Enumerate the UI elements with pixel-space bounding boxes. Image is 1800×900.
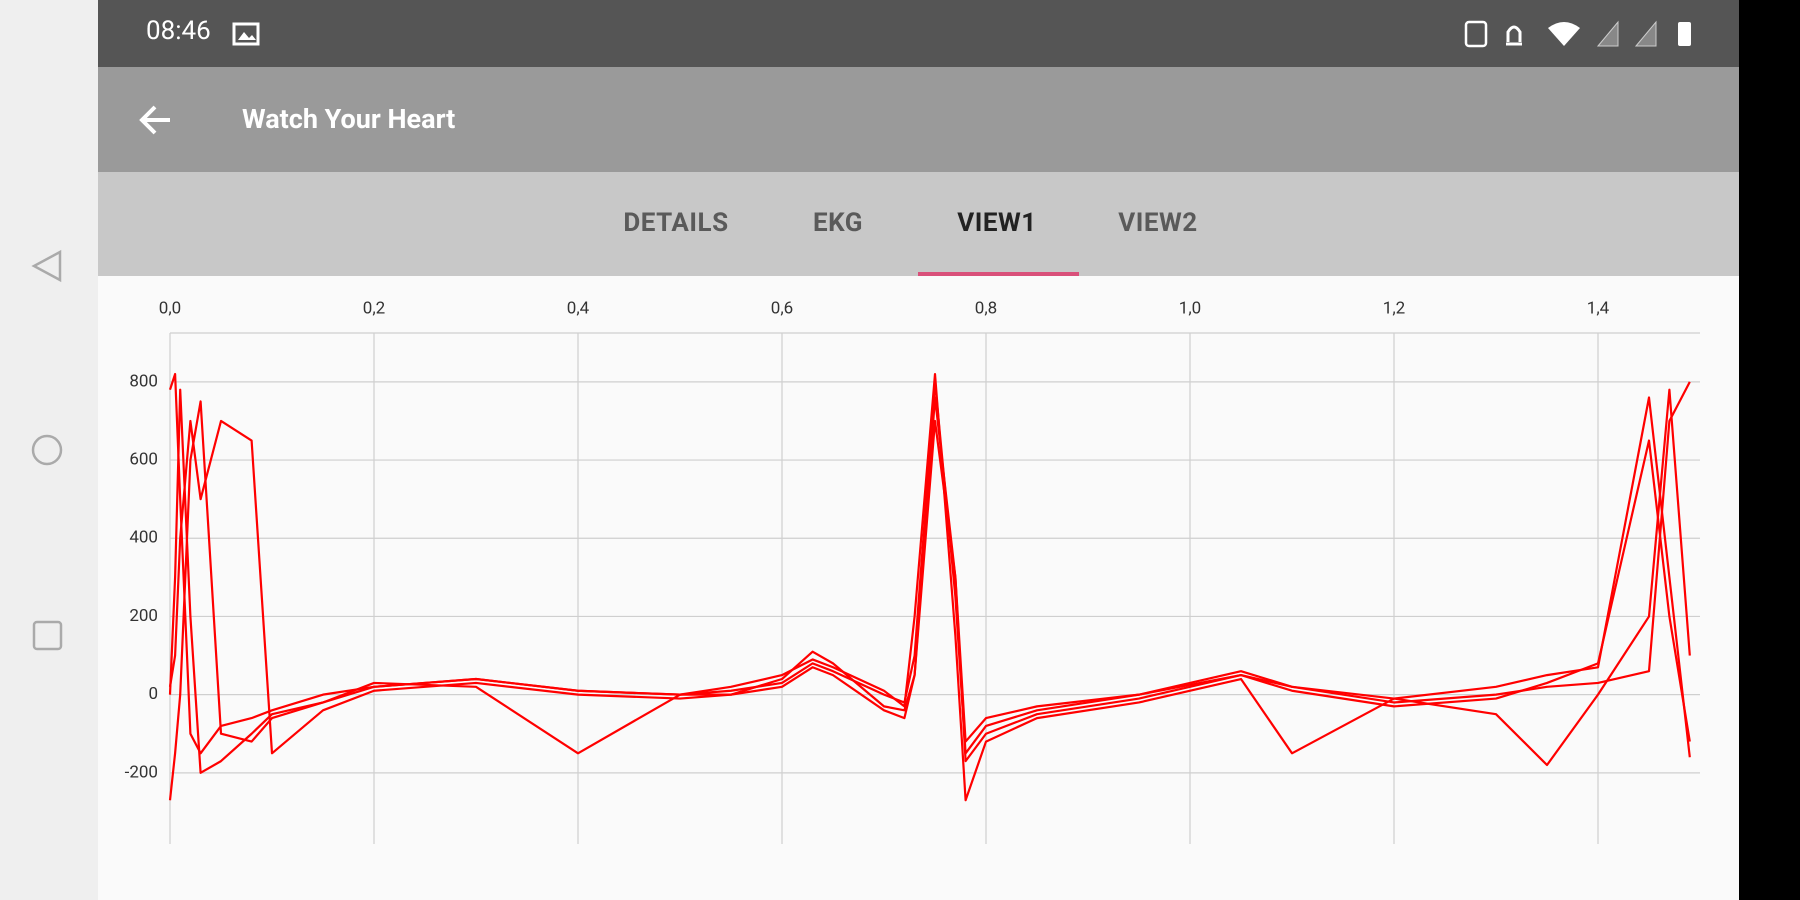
app-title: Watch Your Heart [242,103,456,135]
app-bar: Watch Your Heart [98,67,1739,172]
tab[interactable]: DETAILS [623,208,729,238]
status-bar: 08:46 [98,0,1739,67]
status-icons [1464,20,1691,48]
recents-button[interactable] [32,620,63,651]
y-tick-label: 800 [129,371,158,391]
tab-selected[interactable]: VIEW1 [957,208,1037,238]
clock: 08:46 [146,16,211,46]
home-button[interactable] [31,434,63,466]
x-tick-label: 0,6 [771,298,793,318]
back-arrow[interactable] [138,103,174,137]
x-tick-label: 0,0 [159,298,181,318]
tab[interactable]: EKG [813,208,863,238]
tab[interactable]: VIEW2 [1118,208,1198,238]
y-tick-label: -200 [125,762,158,782]
y-tick-label: 400 [129,528,158,548]
y-tick-label: 200 [129,606,158,626]
x-tick-label: 1,0 [1179,298,1201,318]
ecg-trace [168,372,1691,755]
x-tick-label: 0,4 [567,298,590,318]
tab-bar: DETAILS EKG VIEW1 VIEW2 [98,172,1739,276]
y-tick-label: 0 [148,684,158,704]
ecg-trace [168,396,1691,763]
y-tick-label: 600 [129,450,158,470]
gallery-icon [232,22,260,46]
tab-indicator [918,272,1079,276]
nav-bar [31,249,63,651]
ecg-trace [168,388,1691,774]
ecg-trace [168,372,1691,802]
x-tick-label: 1,4 [1587,298,1610,318]
x-tick-label: 1,2 [1383,298,1405,318]
screen-edge [1739,0,1800,900]
x-tick-label: 0,2 [363,298,385,318]
chart: 0,0 0,2 0,4 0,6 0,8 1,0 1,2 1,4 -200 0 200 400 600 80… [98,276,1739,900]
x-tick-label: 0,8 [975,298,997,318]
back-button[interactable] [31,249,62,283]
